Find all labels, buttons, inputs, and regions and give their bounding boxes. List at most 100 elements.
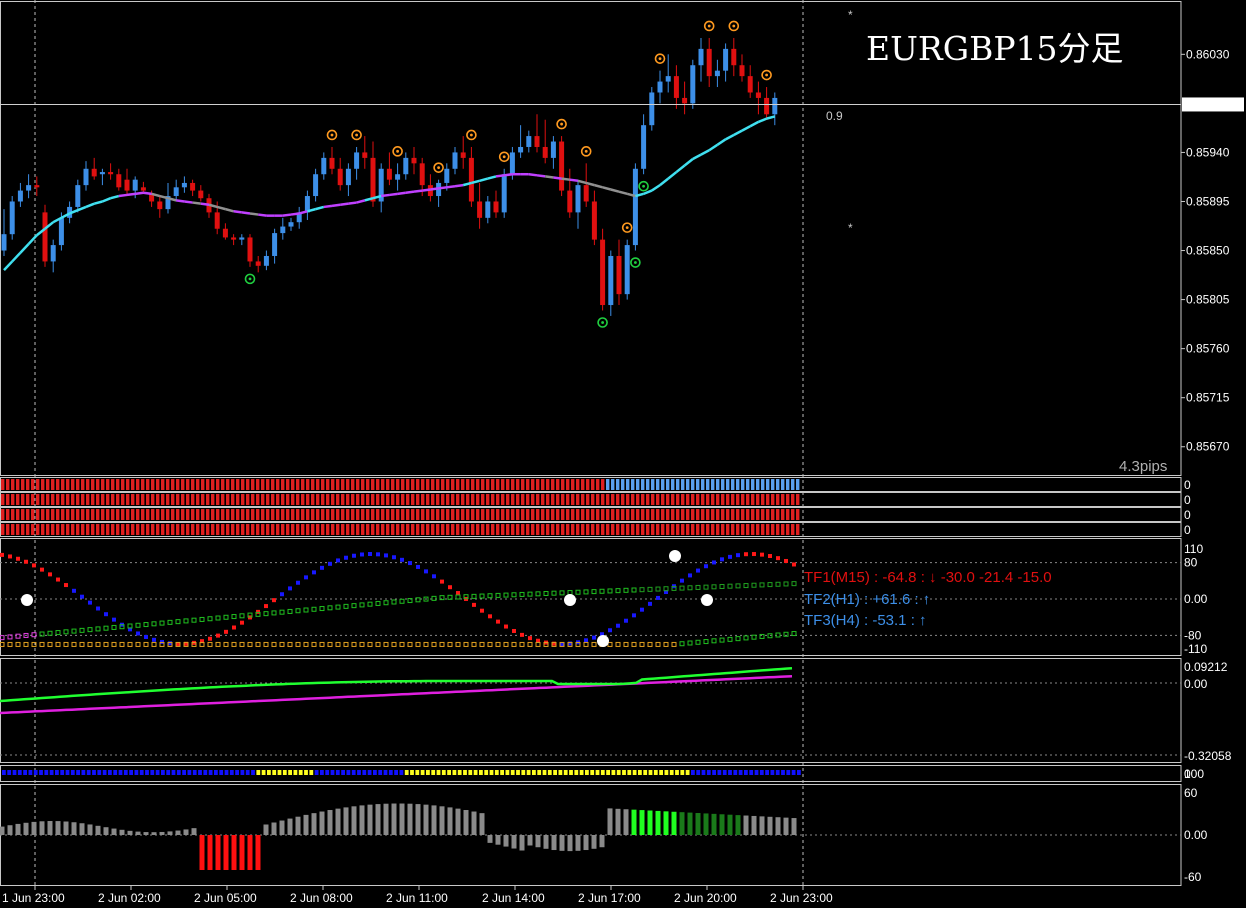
strip-cell: [261, 524, 265, 535]
tf1-dot: [288, 586, 292, 591]
sma-line-segment: [683, 157, 694, 167]
strip-cell: [776, 524, 780, 535]
sma-line-segment: [167, 197, 177, 202]
time-tick-label: 2 Jun 17:00: [578, 891, 641, 905]
strip-cell: [66, 509, 70, 520]
strip-cell: [631, 479, 635, 490]
trend-dot: [606, 770, 610, 775]
candle-body: [649, 92, 655, 126]
tf2-dot: [631, 587, 637, 593]
tf3-dot: [383, 641, 389, 647]
tf1-dot: [552, 641, 556, 646]
strip-cell: [261, 479, 265, 490]
tf1-dot: [224, 629, 228, 634]
strip-cell: [271, 524, 275, 535]
histogram-bar: [263, 824, 269, 835]
trend-dot: [97, 770, 102, 775]
strip-cell: [476, 479, 480, 490]
tf1-dot: [312, 570, 316, 575]
tf1-dot: [48, 572, 52, 577]
strip-cell: [246, 479, 250, 490]
strip-cell: [316, 509, 320, 520]
tf3-dot: [159, 641, 165, 647]
histogram-bar: [423, 804, 429, 835]
strip-cell: [316, 494, 320, 505]
tf2-dot: [663, 586, 669, 592]
candle-body: [657, 81, 663, 93]
strip-cell: [211, 494, 215, 505]
strip-cell: [31, 509, 35, 520]
strip-cell: [461, 494, 465, 505]
tf3-label: TF3(H4) : -53.1 : ↑: [804, 612, 927, 629]
sma-line-segment: [184, 200, 193, 204]
tf3-dot: [71, 641, 77, 647]
candle-body: [468, 157, 474, 202]
strip-cell: [291, 479, 295, 490]
trend-dot: [219, 770, 224, 775]
side-label: 0.9: [826, 109, 843, 123]
osc4-level-label: 0.00: [1184, 828, 1208, 842]
strip-cell: [351, 494, 355, 505]
strip-cell: [161, 494, 165, 505]
trend-dot: [579, 770, 584, 775]
histogram-bar: [583, 835, 589, 851]
strip-cell: [556, 494, 560, 505]
strip-cell: [721, 494, 725, 505]
osc2-level-label: -0.32058: [1184, 749, 1232, 763]
strip-cell: [456, 524, 460, 535]
strip-cell: [496, 479, 500, 490]
strip-cell: [406, 494, 410, 505]
price-panel[interactable]: **: [1, 8, 854, 328]
strip-cell: [481, 494, 485, 505]
tf3-dot: [63, 641, 69, 647]
tf3-dot: [119, 641, 125, 647]
tf1-dot: [144, 634, 148, 639]
tf1-dot: [568, 641, 572, 646]
strip-cell: [281, 494, 285, 505]
trend-dot: [182, 770, 186, 775]
strip-cell: [141, 494, 145, 505]
sma-line-segment: [626, 192, 636, 198]
tf1-dot: [736, 553, 740, 558]
strip-cell: [601, 494, 605, 505]
histogram-bar: [271, 822, 277, 835]
strip-cell: [156, 494, 160, 505]
strip-cell: [376, 479, 380, 490]
tf3-dot: [391, 641, 397, 647]
strip-cell: [11, 479, 15, 490]
strip-cell: [111, 479, 115, 490]
strip-cell: [796, 494, 800, 505]
tf2-dot: [159, 620, 165, 626]
strip-cell: [786, 494, 790, 505]
strip-cell: [1, 494, 5, 505]
tf1-dot: [648, 601, 652, 606]
strip-cell: [451, 524, 455, 535]
tf3-dot: [543, 641, 549, 647]
strip-cell: [736, 509, 740, 520]
tf2-dot: [783, 581, 789, 587]
strip-cell: [691, 509, 695, 520]
strip-cell: [291, 494, 295, 505]
strip-cell: [171, 524, 175, 535]
tf3-dot: [519, 641, 525, 647]
histogram-bar: [775, 817, 781, 835]
strip-cell: [426, 479, 430, 490]
histogram-bar: [687, 812, 693, 835]
trend-dot: [373, 770, 377, 775]
tf3-dot: [31, 641, 37, 647]
strip-cell: [731, 524, 735, 535]
trend-dot: [261, 770, 266, 775]
strip-cell: [216, 509, 220, 520]
strip-cell: [396, 479, 400, 490]
strip-cell: [76, 509, 80, 520]
panel-border: [0, 538, 1182, 656]
strip-cell: [461, 509, 465, 520]
tf2-dot: [295, 608, 301, 614]
strip-cell: [381, 479, 385, 490]
tf3-dot: [575, 641, 581, 647]
strip-cell: [796, 509, 800, 520]
trend-dot: [150, 770, 155, 775]
sma-line-segment: [19, 243, 30, 254]
strip-cell: [221, 494, 225, 505]
